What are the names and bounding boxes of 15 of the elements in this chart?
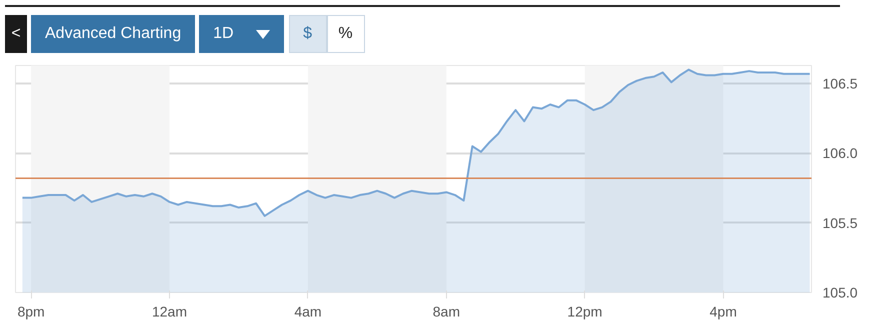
- text: Advanced Charting: [45, 24, 182, 44]
- y-tick-label: 105.0: [822, 284, 858, 300]
- x-tick-label: 12am: [152, 304, 188, 320]
- y-tick-label: 106.5: [822, 76, 858, 92]
- x-tick-label: 8pm: [17, 304, 45, 320]
- y-tick-label: 105.5: [822, 214, 858, 231]
- x-tick-label: 4am: [294, 304, 322, 320]
- text: %: [338, 24, 353, 44]
- text: <: [11, 24, 21, 44]
- y-tick-label: 106.0: [822, 145, 858, 162]
- x-tick-label: 8am: [432, 304, 460, 320]
- x-tick-label: 4pm: [710, 304, 737, 320]
- x-tick-label: 12pm: [567, 304, 602, 320]
- text: 1D: [213, 24, 234, 44]
- text: $: [303, 24, 312, 44]
